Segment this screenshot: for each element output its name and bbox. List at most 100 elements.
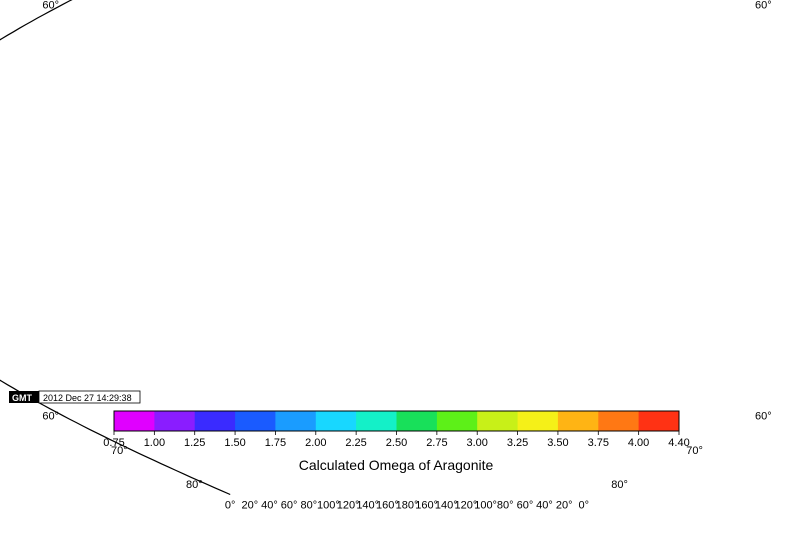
ocean-cell <box>182 296 197 314</box>
ocean-cell <box>543 347 556 365</box>
ocean-cell <box>776 193 792 211</box>
ocean-cell <box>331 381 343 399</box>
ocean-cell <box>337 364 349 382</box>
ocean-cell <box>107 4 118 22</box>
ocean-cell <box>529 313 543 331</box>
ocean-cell <box>201 381 213 399</box>
ocean-cell <box>44 159 60 177</box>
ocean-cell <box>259 347 272 365</box>
ocean-cell <box>29 159 45 177</box>
ocean-cell <box>663 364 675 382</box>
ocean-cell <box>558 159 574 177</box>
ocean-cell <box>678 22 690 40</box>
ocean-cell <box>59 159 75 177</box>
ocean-cell <box>448 90 462 108</box>
ocean-cell <box>615 141 631 159</box>
ocean-cell <box>389 0 399 5</box>
ocean-cell <box>315 210 331 228</box>
ocean-cell <box>73 279 88 297</box>
ocean-cell <box>23 39 35 57</box>
ocean-cell <box>683 124 698 142</box>
ocean-cell <box>247 124 262 142</box>
ocean-cell <box>224 296 239 314</box>
ocean-cell <box>541 261 557 279</box>
ocean-cell <box>468 244 484 262</box>
ocean-cell <box>513 244 529 262</box>
ocean-cell <box>563 330 577 348</box>
ocean-cell <box>160 73 174 91</box>
ocean-cell <box>543 159 559 177</box>
ocean-cell <box>562 107 577 125</box>
ocean-cell <box>81 90 95 108</box>
ocean-cell <box>465 124 480 142</box>
ocean-cell <box>743 381 755 399</box>
ocean-cell <box>6 261 22 279</box>
ocean-cell <box>140 261 156 279</box>
ocean-cell <box>776 381 788 399</box>
ocean-cell <box>747 90 761 108</box>
ocean-cell <box>770 279 785 297</box>
ocean-cell <box>721 364 733 382</box>
ocean-cell <box>117 176 133 194</box>
ocean-cell <box>0 347 12 365</box>
ocean-cell <box>570 39 582 57</box>
ocean-cell <box>578 467 585 485</box>
ocean-cell <box>1 279 16 297</box>
ocean-cell <box>211 159 227 177</box>
sea-ice-edge <box>90 0 723 440</box>
ocean-cell <box>394 73 408 91</box>
ocean-cell <box>466 141 482 159</box>
ocean-cell <box>27 107 42 125</box>
ocean-cell <box>511 261 527 279</box>
ocean-cell <box>171 450 179 468</box>
ocean-cell <box>576 330 590 348</box>
ocean-cell <box>61 56 74 74</box>
ocean-cell <box>376 210 392 228</box>
ocean-cell <box>434 90 448 108</box>
ocean-cell <box>754 22 766 40</box>
ocean-cell <box>212 22 224 40</box>
ocean-cell <box>506 107 521 125</box>
ocean-cell <box>592 193 608 211</box>
ocean-cell <box>246 56 259 74</box>
ocean-cell <box>488 433 497 451</box>
ocean-cell <box>135 90 149 108</box>
ocean-cell <box>449 296 464 314</box>
ocean-cell <box>564 450 572 468</box>
ocean-cell <box>69 73 83 91</box>
ocean-cell <box>477 4 488 22</box>
ocean-cell <box>59 279 74 297</box>
ocean-cell <box>189 0 199 5</box>
ocean-cell <box>6 141 22 159</box>
latitude-label-right: 60° <box>755 411 772 423</box>
ocean-cell <box>652 227 668 245</box>
ocean-cell <box>0 90 13 108</box>
ocean-cell <box>453 227 469 245</box>
ocean-cell <box>198 39 210 57</box>
ocean-cell <box>374 381 386 399</box>
ocean-cell <box>557 4 568 22</box>
ocean-cell <box>147 4 158 22</box>
ocean-cell <box>615 73 629 91</box>
ocean-cell <box>221 450 229 468</box>
ocean-cell <box>351 296 366 314</box>
ocean-cell <box>704 261 720 279</box>
ocean-cell <box>572 467 579 485</box>
ocean-cell <box>360 39 372 57</box>
ocean-cell <box>534 107 549 125</box>
ocean-cell <box>709 159 725 177</box>
ocean-cell <box>407 296 422 314</box>
ocean-cell <box>740 244 756 262</box>
ocean-cell <box>523 279 538 297</box>
ocean-cell <box>625 124 640 142</box>
colorbar-label: 2.50 <box>386 437 407 449</box>
ocean-cell <box>364 124 379 142</box>
ocean-cell <box>13 90 27 108</box>
ocean-cell <box>529 227 545 245</box>
ocean-cell <box>358 347 371 365</box>
ocean-cell <box>687 399 698 417</box>
ocean-cell <box>189 124 204 142</box>
colorbar-segment <box>437 411 478 431</box>
ocean-cell <box>24 347 37 365</box>
